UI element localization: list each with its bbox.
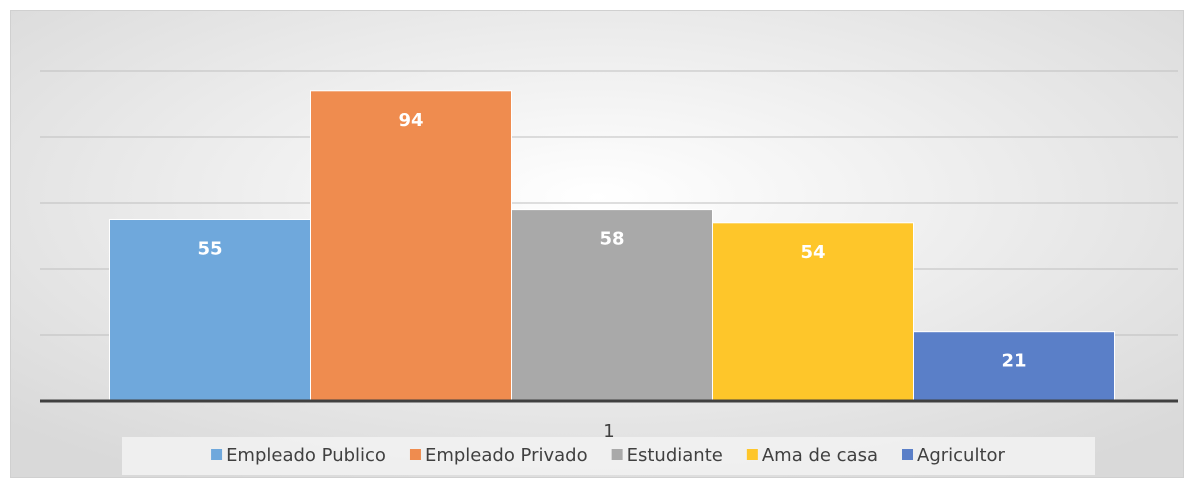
legend-label: Empleado Publico bbox=[226, 445, 386, 466]
data-label: 21 bbox=[1001, 351, 1026, 372]
legend-label: Empleado Privado bbox=[425, 445, 588, 466]
legend-label: Agricultor bbox=[917, 445, 1006, 466]
legend-swatch bbox=[611, 449, 623, 460]
legend-label: Ama de casa bbox=[762, 445, 878, 466]
data-label: 55 bbox=[197, 239, 222, 260]
data-label: 94 bbox=[398, 110, 423, 131]
legend-swatch bbox=[211, 449, 223, 460]
bar bbox=[310, 90, 512, 402]
x-tick-label: 1 bbox=[603, 421, 614, 442]
legend-swatch bbox=[902, 449, 914, 460]
bar bbox=[109, 219, 311, 402]
legend-box bbox=[122, 437, 1095, 475]
data-label: 58 bbox=[599, 229, 624, 250]
legend-swatch bbox=[746, 449, 758, 460]
legend-label: Estudiante bbox=[627, 445, 723, 466]
legend-swatch bbox=[409, 449, 421, 460]
data-label: 54 bbox=[800, 242, 825, 263]
